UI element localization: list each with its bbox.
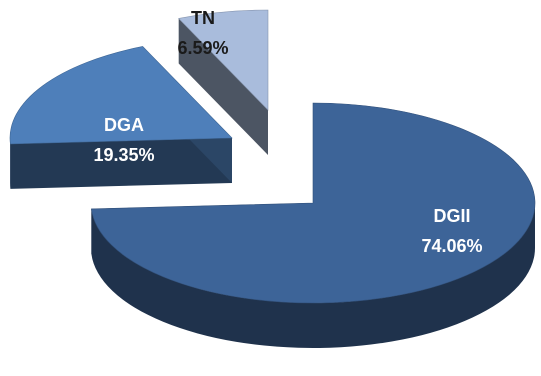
slice-label-tn-value: 6.59% — [177, 38, 228, 58]
slice-dga — [9, 46, 233, 145]
slice-label-dga-name: DGA — [104, 115, 144, 135]
slice-label-dgii-name: DGII — [433, 206, 470, 226]
slice-tn-wall-start — [178, 18, 268, 155]
slice-dgii-rim — [91, 203, 536, 349]
slice-label-dga-value: 19.35% — [93, 145, 154, 165]
slice-label-dgii-value: 74.06% — [421, 236, 482, 256]
slice-tn — [178, 9, 269, 111]
pie-slice-tops — [9, 9, 536, 304]
pie-slice-labels: DGII 74.06% DGA 19.35% TN 6.59% — [93, 8, 482, 256]
slice-dga-wall-start — [10, 138, 233, 189]
slice-label-tn-name: TN — [191, 8, 215, 28]
slice-dgii — [91, 102, 536, 304]
